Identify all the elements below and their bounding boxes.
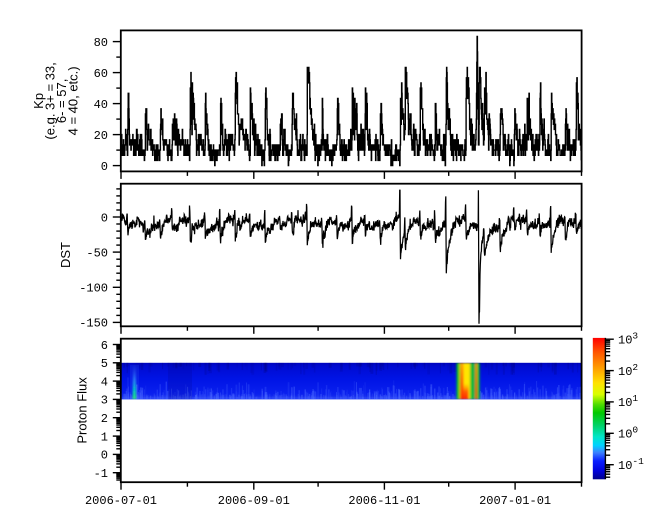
svg-text:2006-09-01: 2006-09-01 bbox=[218, 494, 290, 508]
svg-text:DST: DST bbox=[58, 242, 73, 268]
svg-text:-100: -100 bbox=[79, 282, 108, 296]
svg-text:5: 5 bbox=[101, 357, 108, 371]
svg-text:4 = 40, etc.): 4 = 40, etc.) bbox=[66, 66, 81, 135]
svg-text:1: 1 bbox=[101, 430, 108, 444]
svg-text:(e.g. 3+ = 33,: (e.g. 3+ = 33, bbox=[43, 62, 58, 139]
svg-text:60: 60 bbox=[94, 67, 108, 81]
svg-text:4: 4 bbox=[101, 375, 108, 389]
svg-text:20: 20 bbox=[94, 129, 108, 143]
svg-text:2: 2 bbox=[101, 412, 108, 426]
svg-text:3: 3 bbox=[101, 394, 108, 408]
svg-text:2006-11-01: 2006-11-01 bbox=[348, 494, 420, 508]
svg-text:6- = 57,: 6- = 57, bbox=[54, 79, 69, 123]
svg-text:-50: -50 bbox=[86, 246, 108, 260]
svg-text:2007-01-01: 2007-01-01 bbox=[479, 494, 551, 508]
svg-text:-150: -150 bbox=[79, 317, 108, 331]
svg-text:6: 6 bbox=[101, 339, 108, 353]
svg-text:0: 0 bbox=[101, 449, 108, 463]
svg-text:Proton Flux: Proton Flux bbox=[75, 377, 90, 444]
svg-text:40: 40 bbox=[94, 98, 108, 112]
svg-text:2006-07-01: 2006-07-01 bbox=[85, 494, 157, 508]
svg-text:-1: -1 bbox=[94, 467, 108, 481]
svg-text:0: 0 bbox=[101, 160, 108, 174]
svg-text:80: 80 bbox=[94, 36, 108, 50]
svg-text:Kp: Kp bbox=[31, 93, 46, 109]
svg-text:0: 0 bbox=[101, 211, 108, 225]
